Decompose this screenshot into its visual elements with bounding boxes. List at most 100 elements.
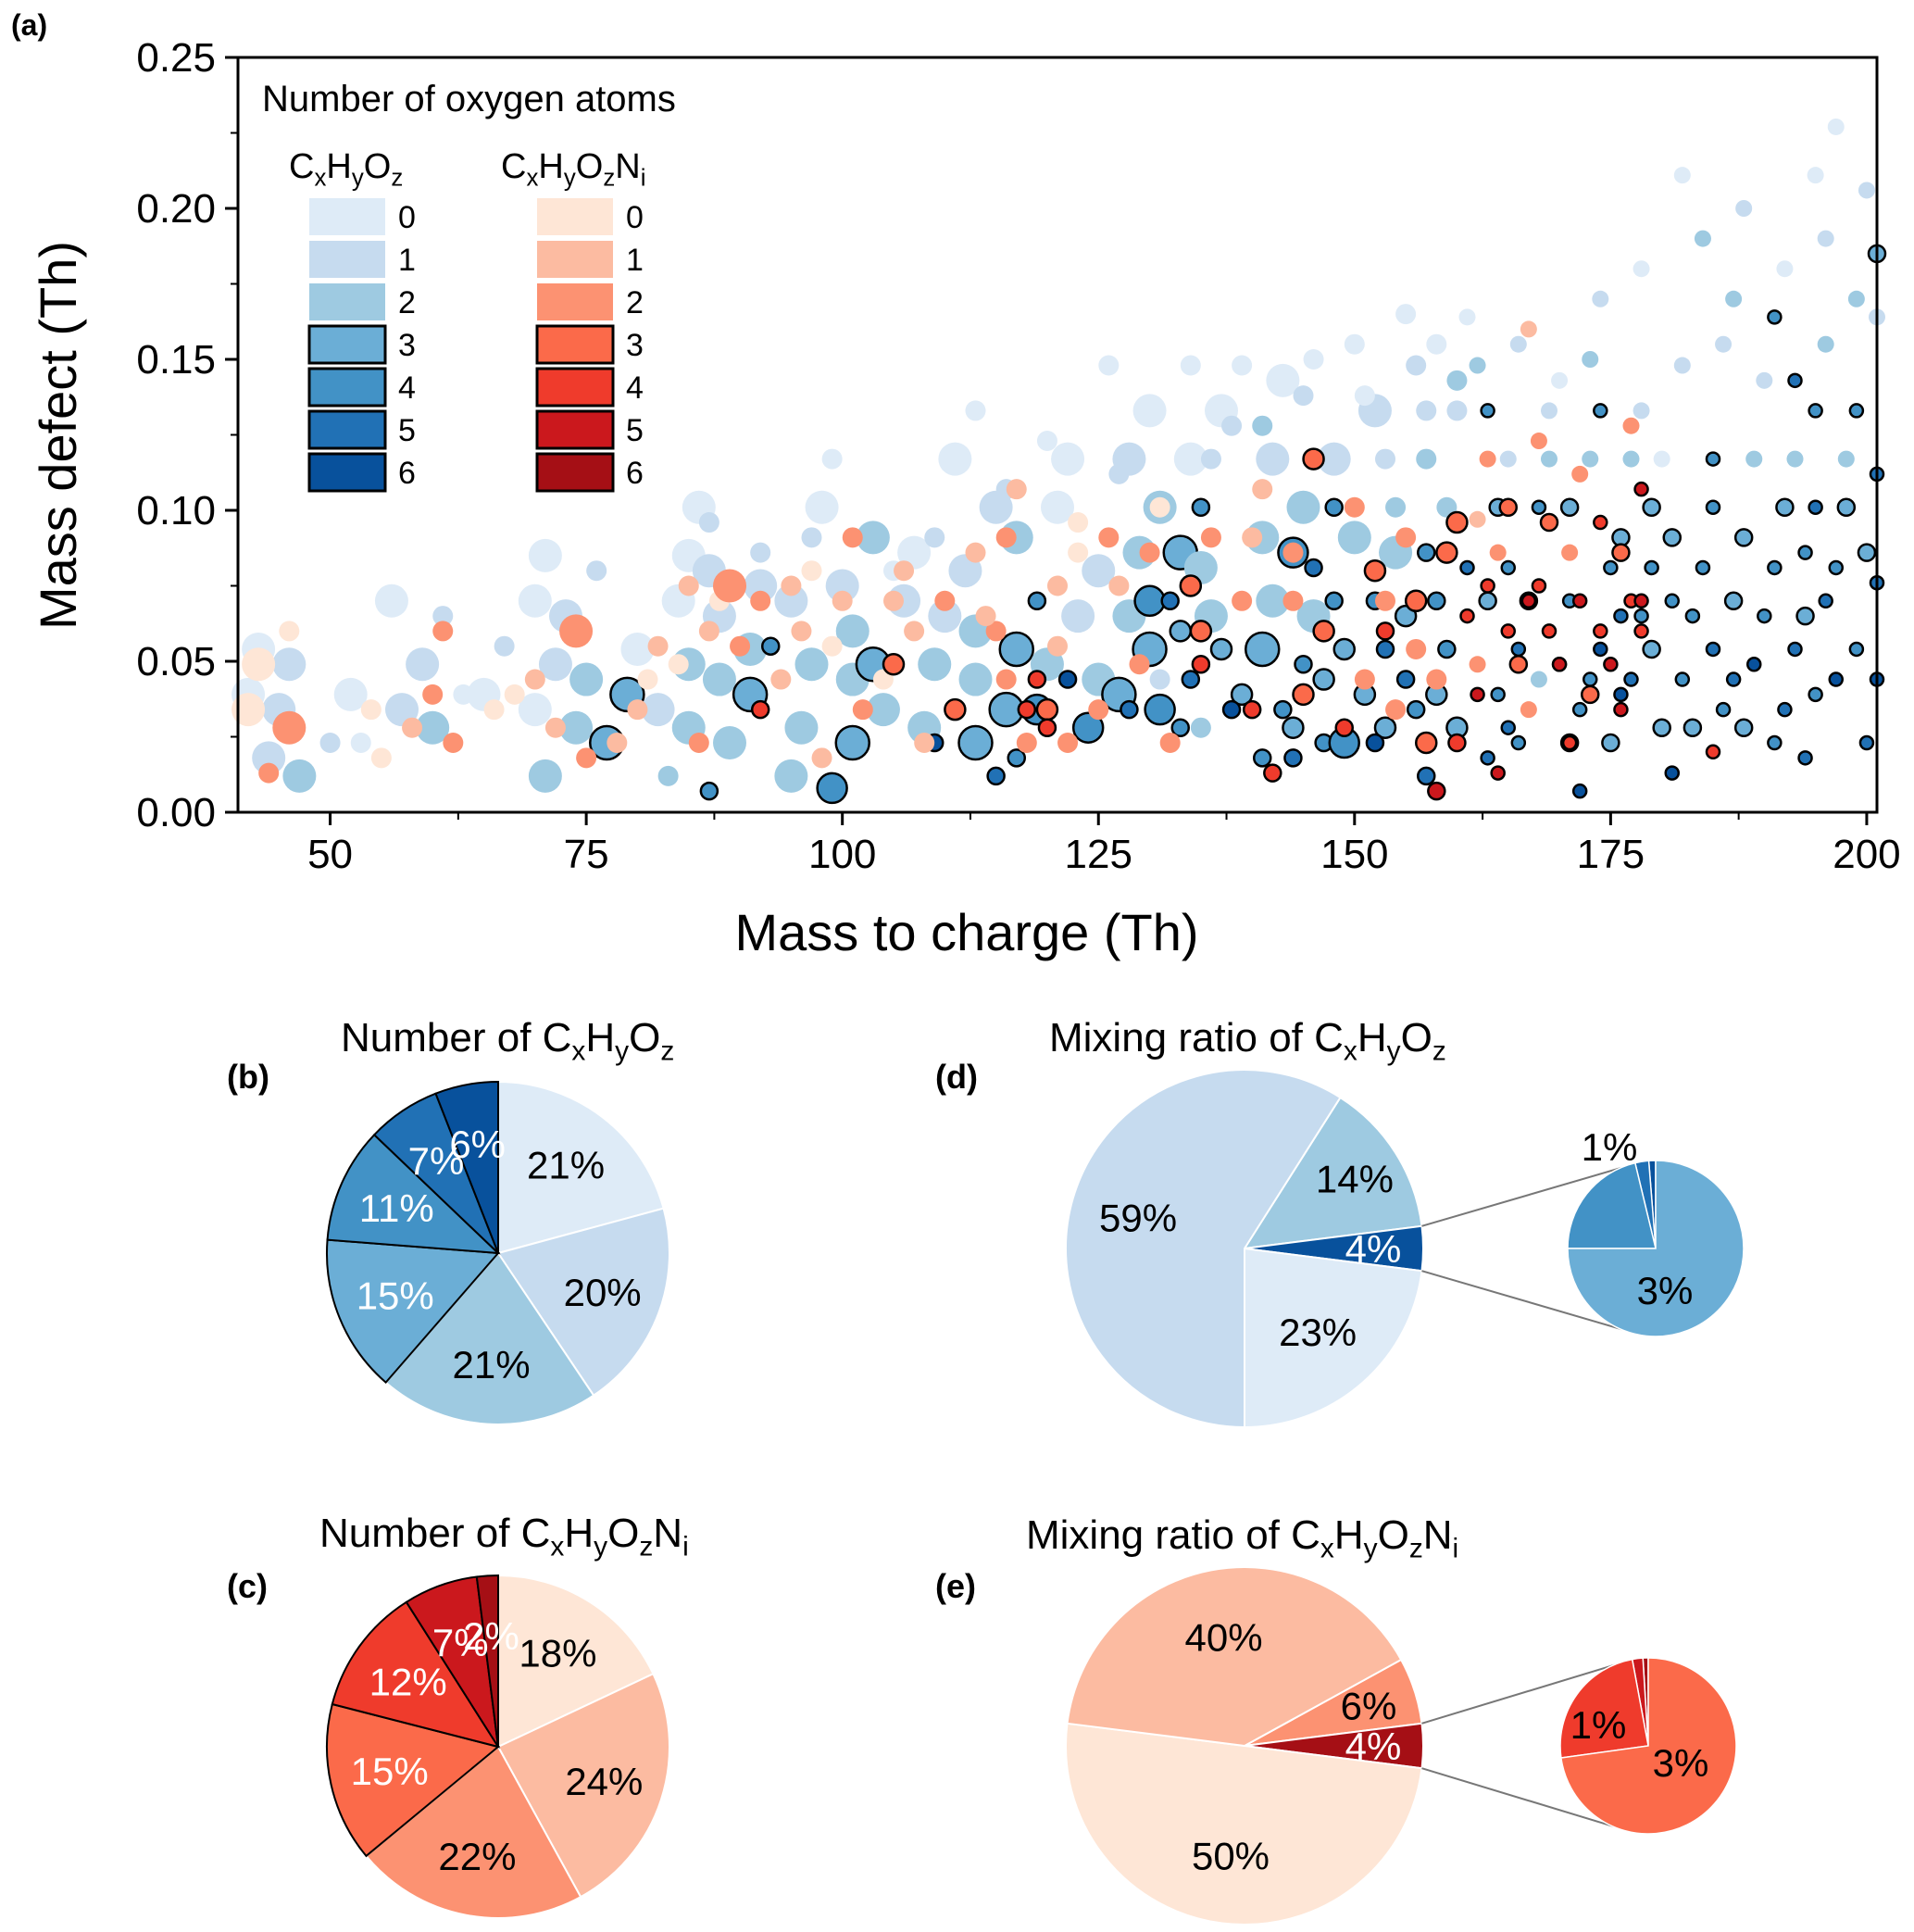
- chon-point: [1426, 669, 1447, 690]
- cho-point: [1232, 355, 1253, 376]
- cho-point: [1480, 403, 1495, 419]
- cho-point: [1644, 559, 1659, 576]
- cho-point: [406, 647, 440, 682]
- cho-point: [825, 569, 859, 603]
- cho-point: [924, 527, 945, 548]
- panel-label-d: (d): [935, 1058, 978, 1096]
- chon-point: [1469, 510, 1486, 528]
- legend-level-label: 1: [626, 243, 644, 278]
- cho-point: [1375, 448, 1395, 470]
- chon-point: [272, 710, 306, 745]
- legend-level-label: 0: [626, 200, 644, 235]
- cho-point: [1132, 394, 1167, 428]
- chon-point: [1006, 479, 1027, 500]
- chon-point: [1633, 623, 1649, 639]
- chon-point: [1232, 590, 1253, 611]
- cho-point: [1480, 750, 1495, 766]
- cho-point: [1776, 260, 1794, 278]
- legend-swatch-chon: [535, 367, 615, 408]
- cho-point: [1469, 357, 1486, 374]
- legend-swatch-chon: [535, 452, 615, 493]
- x-axis-label: Mass to charge (Th): [734, 903, 1198, 961]
- chon-point: [698, 621, 719, 642]
- legend-swatch-chon: [537, 198, 613, 235]
- chon-point: [1200, 527, 1221, 548]
- chon-point: [1108, 575, 1130, 596]
- cho-point: [1332, 637, 1356, 661]
- chon-point: [1363, 558, 1387, 583]
- chon-point: [1088, 699, 1109, 721]
- legend-swatch-chon: [535, 324, 615, 365]
- chon-point: [1242, 527, 1263, 548]
- cho-point: [1426, 333, 1447, 355]
- cho-point: [1664, 765, 1680, 781]
- y-axis-label: Mass defect (Th): [29, 241, 87, 630]
- chon-point: [607, 733, 628, 754]
- cho-point: [1510, 641, 1527, 658]
- legend-level-label: 5: [626, 413, 644, 448]
- cho-point: [1190, 717, 1211, 738]
- chon-point: [832, 590, 853, 611]
- cho-point: [1098, 355, 1120, 376]
- cho-point: [1395, 304, 1417, 325]
- cho-point: [416, 710, 450, 745]
- pie-slice: [331, 1600, 501, 1749]
- cho-point: [1694, 230, 1711, 247]
- chon-point: [422, 684, 444, 705]
- cho-point: [1582, 671, 1598, 687]
- cho-point: [494, 635, 515, 657]
- cho-point: [586, 560, 607, 582]
- pie-slice: [434, 1080, 499, 1254]
- cho-point: [1541, 402, 1557, 420]
- cho-point: [1230, 683, 1254, 707]
- pie-label: 7%: [408, 1139, 465, 1183]
- cho-point: [1613, 686, 1629, 703]
- cho-point: [1169, 620, 1192, 643]
- cho-point: [1273, 699, 1293, 720]
- chon-point: [1520, 593, 1537, 609]
- cho-point: [1365, 733, 1385, 753]
- cho-point: [1437, 639, 1457, 659]
- cho-point: [1757, 608, 1772, 624]
- chon-point: [576, 747, 597, 769]
- chon-point: [750, 699, 770, 720]
- chon-point: [627, 699, 648, 721]
- cho-point: [1416, 400, 1437, 421]
- pie-label: 15%: [357, 1274, 434, 1318]
- legend-level-label: 6: [626, 456, 644, 491]
- chon-point: [242, 647, 276, 682]
- chon-point: [483, 699, 505, 721]
- cho-point: [1683, 718, 1703, 737]
- legend-swatch-cho: [309, 283, 385, 320]
- chon-point: [360, 699, 382, 721]
- chon-point: [1037, 718, 1057, 737]
- chon-point: [678, 575, 699, 596]
- pie-slice: [326, 1238, 501, 1385]
- pie-label: 7%: [432, 1621, 489, 1664]
- cho-point: [1848, 403, 1865, 419]
- connector-line: [1421, 1767, 1616, 1828]
- inset-slice: [1567, 1161, 1657, 1249]
- chon-point: [1191, 655, 1211, 674]
- legend-level-label: 2: [626, 285, 644, 320]
- chon-point: [882, 653, 906, 676]
- legend: Number of oxygen atoms CxHyOz CxHyOzNi 0 0…: [262, 79, 676, 493]
- chon-point: [1500, 623, 1516, 639]
- pie-label: 40%: [1185, 1615, 1263, 1659]
- cho-point: [1293, 385, 1314, 407]
- legend-swatch-cho: [307, 324, 387, 365]
- chon-point: [781, 575, 802, 596]
- cho-point: [1642, 497, 1661, 517]
- cho-point: [1221, 415, 1243, 436]
- chon-point: [647, 635, 669, 657]
- pie-label: 21%: [452, 1343, 530, 1386]
- cho-point: [1256, 442, 1290, 476]
- connector-line: [1421, 1270, 1623, 1331]
- cho-point: [1180, 355, 1201, 376]
- chon-point: [559, 614, 594, 648]
- cho-point: [518, 693, 552, 727]
- legend-level-label: 4: [626, 370, 644, 406]
- legend-swatch-chon: [537, 283, 613, 320]
- chon-point: [1354, 669, 1375, 690]
- cho-point: [1478, 591, 1497, 611]
